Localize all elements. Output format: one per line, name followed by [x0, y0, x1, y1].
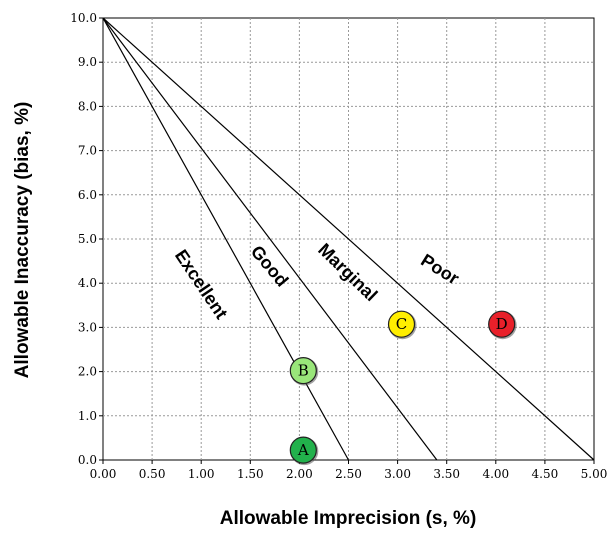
- boundary-line: [102, 17, 350, 461]
- y-tick-label: 10.0: [70, 11, 97, 25]
- x-axis-ticks: 0.00 0.50 1.00 1.50 2.00 2.50 3.00 3.50 4.00 4.50…: [90, 460, 608, 481]
- x-tick-label: 2.50: [335, 467, 362, 481]
- point-c: C: [387, 310, 417, 340]
- point-label: B: [298, 362, 309, 380]
- point-label: A: [297, 441, 309, 459]
- y-tick-label: 3.0: [78, 320, 97, 334]
- point-marker: [488, 310, 516, 338]
- point-label: D: [496, 315, 508, 333]
- point-label: C: [396, 315, 407, 333]
- y-axis-ticks: 0.0 1.0 2.0 3.0 4.0 5.0 6.0 7.0 8.0 9.0 10.0: [70, 11, 103, 467]
- y-tick-label: 5.0: [78, 232, 97, 246]
- x-tick-label: 3.00: [384, 467, 411, 481]
- point-b: B: [289, 357, 319, 386]
- x-axis-title: Allowable Imprecision (s, %): [220, 508, 477, 529]
- y-axis-title: Allowable Inaccuracy (bias, %): [12, 102, 33, 379]
- boundary-line: [102, 17, 438, 461]
- y-tick-label: 7.0: [78, 144, 97, 158]
- x-tick-label: 1.00: [188, 467, 215, 481]
- point-marker: [387, 310, 416, 338]
- boundary-lines: [102, 17, 595, 461]
- y-tick-label: 9.0: [78, 55, 97, 69]
- y-tick-label: 0.0: [78, 453, 97, 467]
- y-tick-label: 1.0: [78, 409, 97, 423]
- x-tick-label: 0.00: [90, 467, 117, 481]
- gridlines: [103, 18, 594, 460]
- boundary-line: [102, 17, 595, 461]
- x-tick-label: 3.50: [433, 467, 460, 481]
- point-a: A: [289, 436, 319, 466]
- x-tick-label: 4.00: [482, 467, 509, 481]
- point-marker: [289, 357, 317, 385]
- point-d: D: [488, 310, 517, 340]
- x-tick-label: 4.50: [532, 467, 559, 481]
- y-tick-label: 2.0: [78, 365, 97, 379]
- data-points: A B C D: [289, 310, 517, 466]
- point-marker: [289, 436, 317, 464]
- y-tick-label: 4.0: [78, 276, 97, 290]
- x-tick-label: 5.00: [581, 467, 608, 481]
- x-tick-label: 2.00: [286, 467, 313, 481]
- y-tick-label: 8.0: [78, 99, 97, 113]
- x-tick-label: 1.50: [237, 467, 264, 481]
- y-tick-label: 6.0: [78, 188, 97, 202]
- x-tick-label: 0.50: [139, 467, 166, 481]
